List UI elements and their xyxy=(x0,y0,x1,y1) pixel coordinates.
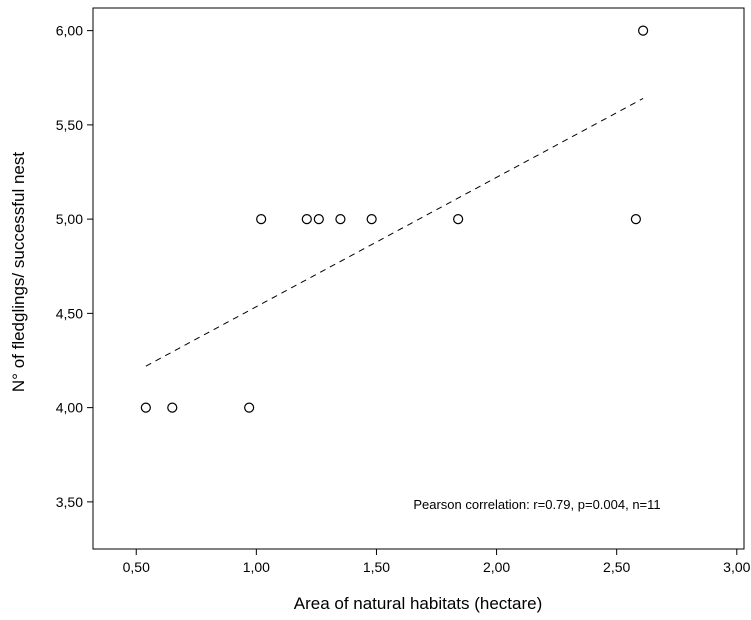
y-tick-label: 4,00 xyxy=(56,400,83,416)
data-point xyxy=(302,215,311,224)
y-tick-label: 6,00 xyxy=(56,23,83,39)
data-point xyxy=(245,403,254,412)
data-point xyxy=(454,215,463,224)
data-point xyxy=(367,215,376,224)
x-tick-label: 3,00 xyxy=(723,559,750,575)
x-tick-label: 1,00 xyxy=(243,559,270,575)
correlation-annotation: Pearson correlation: r=0.79, p=0.004, n=… xyxy=(413,497,660,512)
data-point xyxy=(141,403,150,412)
trendline-group xyxy=(146,98,643,366)
data-point xyxy=(639,26,648,35)
data-point xyxy=(314,215,323,224)
y-tick-label: 4,50 xyxy=(56,305,83,321)
x-tick-label: 2,00 xyxy=(483,559,510,575)
data-points xyxy=(141,26,647,412)
plot-frame xyxy=(93,8,744,549)
data-point xyxy=(336,215,345,224)
y-axis-label: N° of fledglings/ successful nest xyxy=(9,152,28,392)
x-axis-label: Area of natural habitats (hectare) xyxy=(294,594,543,613)
data-point xyxy=(168,403,177,412)
trendline xyxy=(146,98,643,366)
x-tick-label: 2,50 xyxy=(603,559,630,575)
data-point xyxy=(631,215,640,224)
x-axis-ticks: 0,50 1,00 1,50 2,00 2,50 3,00 xyxy=(123,549,751,575)
y-axis-ticks: 3,50 4,00 4,50 5,00 5,50 6,00 xyxy=(56,23,93,510)
x-tick-label: 0,50 xyxy=(123,559,150,575)
data-point xyxy=(257,215,266,224)
x-tick-label: 1,50 xyxy=(363,559,390,575)
y-tick-label: 3,50 xyxy=(56,494,83,510)
y-tick-label: 5,50 xyxy=(56,117,83,133)
y-tick-label: 5,00 xyxy=(56,211,83,227)
